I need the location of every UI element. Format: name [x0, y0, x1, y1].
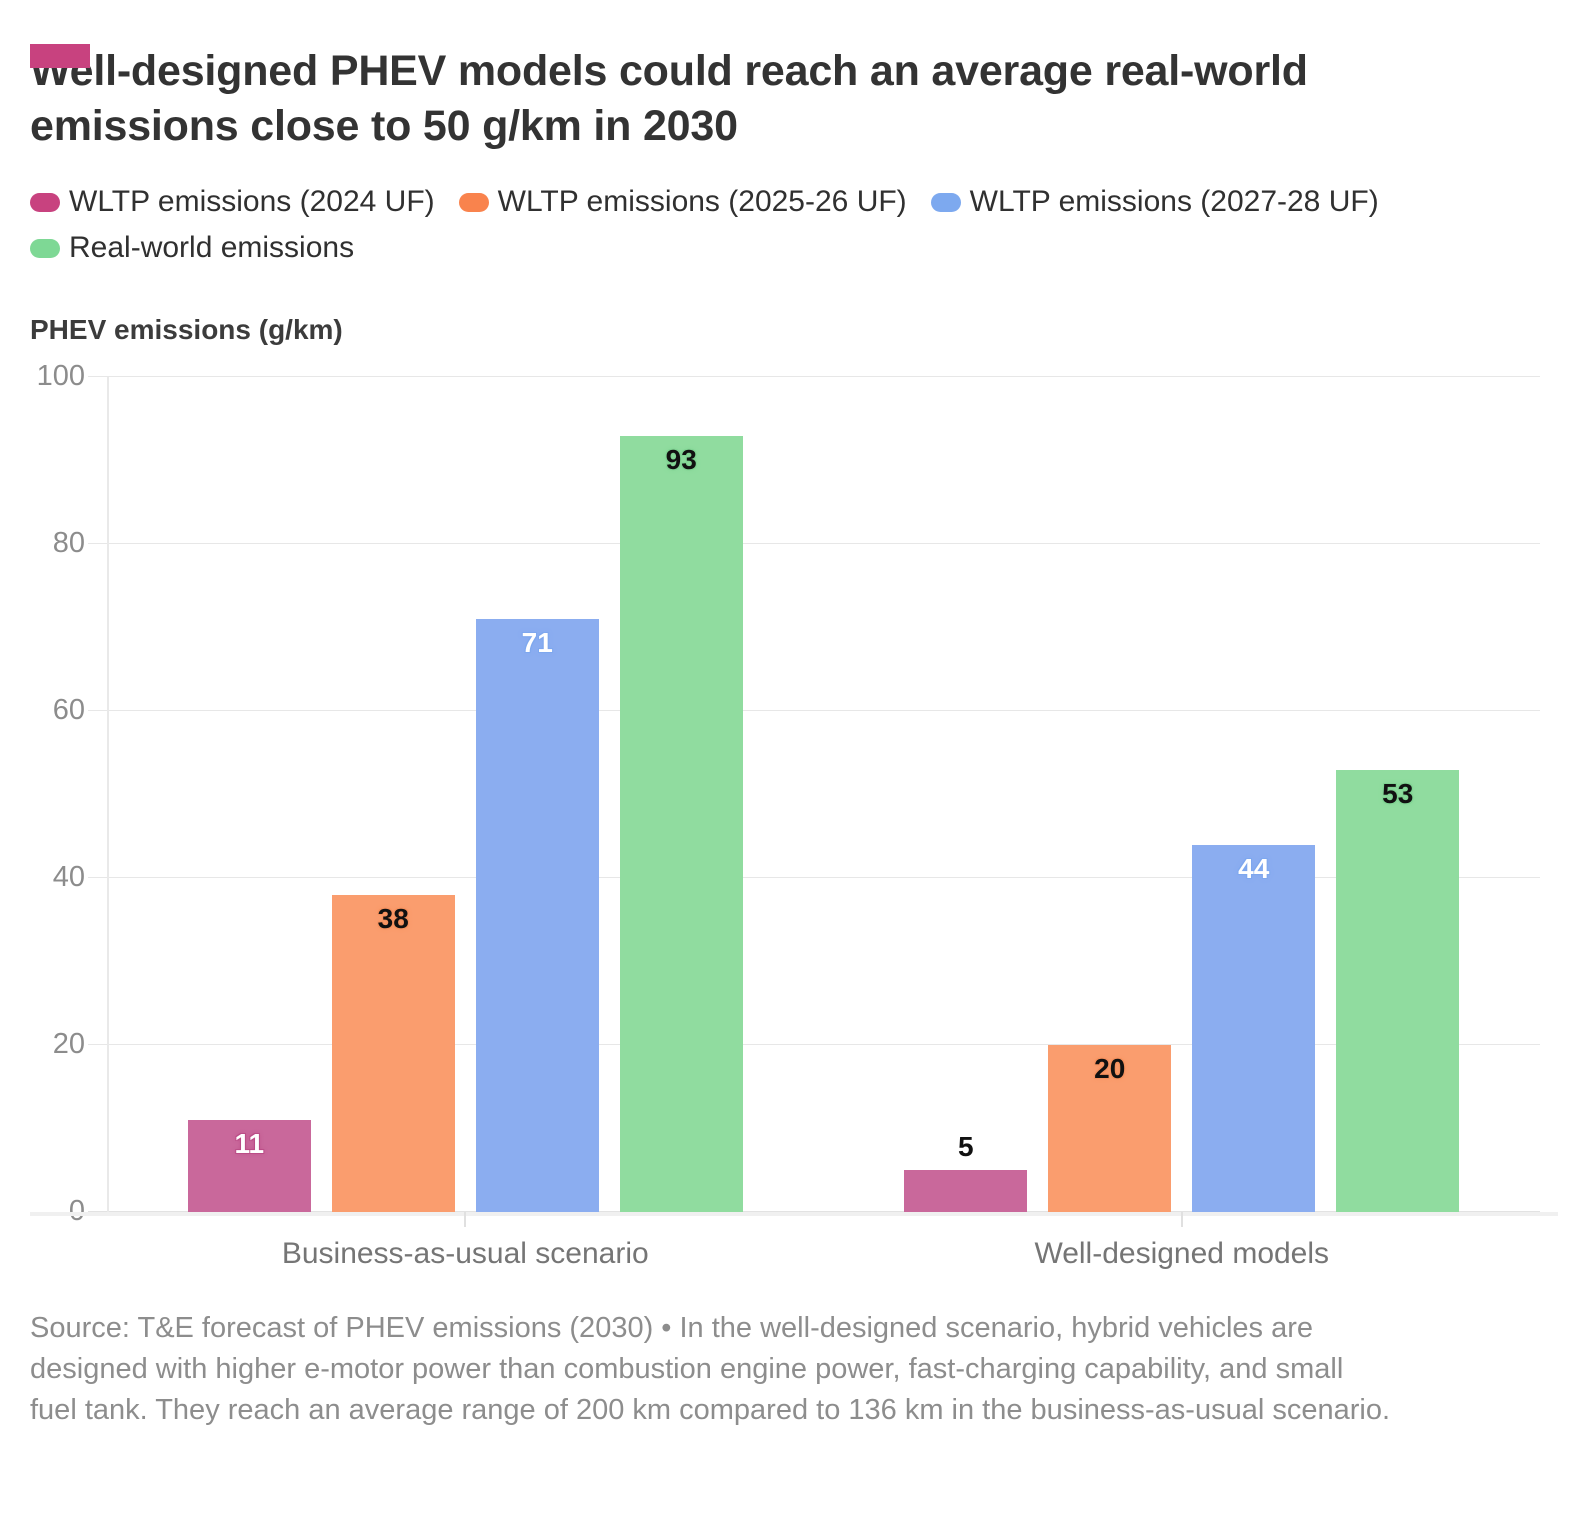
y-tick-0: 0: [68, 1195, 85, 1228]
bar: 11: [187, 1120, 311, 1213]
chart-title: Well-designed PHEV models could reach an…: [30, 47, 1308, 151]
brand-mark: [30, 44, 90, 68]
bar: 71: [475, 619, 599, 1213]
bar-value-label: 11: [234, 1128, 265, 1160]
bar-value-label: 20: [1094, 1053, 1126, 1085]
y-tick-60: 60: [52, 694, 85, 727]
bar: 53: [1336, 769, 1460, 1213]
source-note: Source: T&E forecast of PHEV emissions (…: [30, 1312, 1391, 1427]
legend-item-wltp-2024: WLTP emissions (2024 UF): [30, 184, 435, 220]
y-tick-40: 40: [52, 861, 85, 894]
gridline-0: [88, 1211, 1540, 1213]
bar-value-label: 44: [1238, 852, 1270, 884]
gridline-20: [88, 1044, 1540, 1046]
x-tick: [1180, 1212, 1183, 1228]
legend: WLTP emissions (2024 UF) WLTP emissions …: [30, 184, 1558, 266]
y-axis-line: [107, 377, 109, 1213]
bar-value-label: 38: [377, 902, 409, 934]
gridline-40: [88, 877, 1540, 879]
bar-group-2: 5 20 44 53: [824, 377, 1541, 1213]
plot-area: 0 20 40 60 80 100 11 38 71 93 5 20 44 53 Business-as-u…: [30, 362, 1558, 1270]
x-category-label: Well-designed models: [1034, 1237, 1330, 1271]
bar-value-label: 71: [521, 627, 553, 659]
bar: 5: [904, 1133, 1028, 1213]
x-category-label: Business-as-usual scenario: [281, 1237, 649, 1271]
legend-swatch-icon: [930, 192, 961, 212]
gridline-60: [88, 710, 1540, 712]
y-tick-80: 80: [52, 527, 85, 560]
y-tick-20: 20: [52, 1028, 85, 1061]
bar-groups: 11 38 71 93 5 20 44 53: [107, 377, 1541, 1213]
legend-item-wltp-2025-26: WLTP emissions (2025-26 UF): [458, 184, 907, 220]
y-tick-100: 100: [36, 360, 85, 393]
x-tick: [464, 1212, 467, 1228]
bar: 44: [1192, 844, 1316, 1213]
bar-value-label: 5: [957, 1131, 974, 1163]
bar-chart: 0 20 40 60 80 100 11 38 71 93 5 20 44 53 Business-as-u…: [30, 346, 1558, 1292]
bar-group-1: 11 38 71 93: [107, 377, 824, 1213]
bar-value-label: 93: [665, 443, 697, 475]
bar: 38: [331, 894, 455, 1213]
legend-item-real-world: Real-world emissions: [30, 230, 354, 266]
legend-swatch-icon: [30, 192, 60, 212]
y-axis-title: PHEV emissions (g/km): [30, 314, 343, 346]
legend-item-wltp-2027-28: WLTP emissions (2027-28 UF): [930, 184, 1379, 220]
legend-swatch-icon: [458, 192, 489, 212]
legend-swatch-icon: [30, 238, 60, 258]
legend-label: WLTP emissions (2024 UF): [69, 185, 435, 219]
gridline-80: [88, 543, 1540, 545]
bar: 93: [619, 435, 743, 1213]
legend-label: WLTP emissions (2027-28 UF): [969, 185, 1379, 219]
legend-label: WLTP emissions (2025-26 UF): [497, 185, 907, 219]
x-axis-line: [30, 1212, 1558, 1217]
legend-label: Real-world emissions: [69, 231, 355, 265]
bar-value-label: 53: [1382, 777, 1414, 809]
page: Well-designed PHEV models could reach an…: [0, 44, 1588, 1432]
bar: 20: [1048, 1045, 1172, 1213]
gridline-100: [88, 376, 1540, 378]
